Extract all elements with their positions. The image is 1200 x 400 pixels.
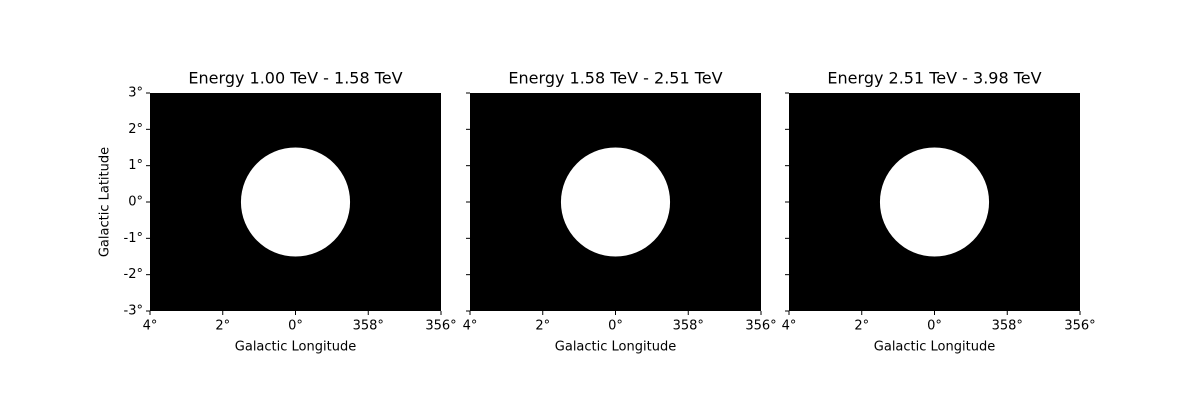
- y-tick-label: 0°: [128, 195, 143, 210]
- x-axis-label: Galactic Longitude: [874, 340, 995, 355]
- disk: [879, 147, 990, 257]
- x-tick-label: 356°: [1064, 319, 1095, 334]
- y-tick-label: -2°: [124, 267, 143, 282]
- x-tick-label: 358°: [992, 319, 1023, 334]
- x-tick-label: 4°: [782, 319, 797, 334]
- x-tick-label: 2°: [215, 319, 230, 334]
- y-tick-label: 1°: [128, 158, 143, 173]
- x-tick-label: 0°: [288, 319, 303, 334]
- panel-title: Energy 1.00 TeV - 1.58 TeV: [188, 69, 402, 88]
- x-tick-label: 358°: [673, 319, 704, 334]
- x-tick-label: 4°: [143, 319, 158, 334]
- y-tick-label: -1°: [124, 231, 143, 246]
- x-tick-label: 2°: [535, 319, 550, 334]
- disk: [240, 147, 351, 257]
- x-tick-label: 358°: [353, 319, 384, 334]
- y-tick-label: 3°: [128, 86, 143, 101]
- y-axis-label: Galactic Latitude: [98, 147, 113, 257]
- y-tick-label: -3°: [124, 304, 143, 319]
- x-tick-label: 2°: [854, 319, 869, 334]
- x-axis-label: Galactic Longitude: [235, 340, 356, 355]
- y-tick-label: 2°: [128, 122, 143, 137]
- disk: [560, 147, 671, 257]
- x-tick-label: 356°: [745, 319, 776, 334]
- x-tick-label: 4°: [463, 319, 478, 334]
- panel-title: Energy 1.58 TeV - 2.51 TeV: [508, 69, 722, 88]
- panel-title: Energy 2.51 TeV - 3.98 TeV: [827, 69, 1041, 88]
- x-tick-label: 0°: [608, 319, 623, 334]
- x-tick-label: 0°: [927, 319, 942, 334]
- x-tick-label: 356°: [425, 319, 456, 334]
- x-axis-label: Galactic Longitude: [555, 340, 676, 355]
